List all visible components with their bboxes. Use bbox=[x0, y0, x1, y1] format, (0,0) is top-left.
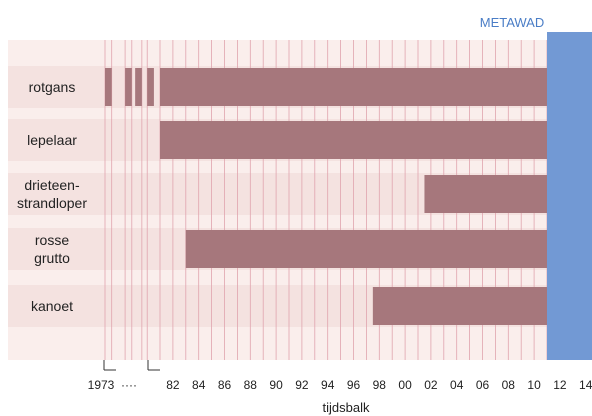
bar bbox=[372, 287, 547, 325]
bar-segment bbox=[105, 68, 112, 106]
x-tick-label: 08 bbox=[502, 378, 516, 392]
bar-segment bbox=[125, 68, 132, 106]
metawad-band bbox=[547, 32, 592, 360]
x-tick-label: 94 bbox=[321, 378, 335, 392]
x-tick-label: 98 bbox=[373, 378, 387, 392]
category-label: strandloper bbox=[17, 195, 87, 211]
x-tick-label: 14 bbox=[579, 378, 592, 392]
bar bbox=[424, 175, 547, 213]
x-tick-label: 06 bbox=[476, 378, 490, 392]
category-label: kanoet bbox=[31, 298, 73, 314]
x-tick-label: ···· bbox=[121, 378, 137, 392]
bar bbox=[160, 68, 547, 106]
category-label: grutto bbox=[34, 250, 70, 266]
x-tick-label: 10 bbox=[527, 378, 541, 392]
x-tick-label: 84 bbox=[192, 378, 206, 392]
category-label: rosse bbox=[35, 232, 69, 248]
x-tick-label: 96 bbox=[347, 378, 361, 392]
x-tick-label: 82 bbox=[166, 378, 180, 392]
bar bbox=[185, 230, 548, 268]
x-tick-label: 1973 bbox=[88, 378, 115, 392]
x-tick-label: 88 bbox=[244, 378, 258, 392]
category-label: rotgans bbox=[29, 79, 76, 95]
x-tick-label: 90 bbox=[269, 378, 283, 392]
bar-segment bbox=[147, 68, 154, 106]
bar bbox=[160, 121, 547, 159]
bar-segment bbox=[135, 68, 142, 106]
metawad-label: METAWAD bbox=[480, 15, 545, 30]
category-label: lepelaar bbox=[27, 132, 77, 148]
category-label: drieteen- bbox=[24, 177, 80, 193]
x-tick-label: 00 bbox=[398, 378, 412, 392]
x-tick-label: 92 bbox=[295, 378, 309, 392]
x-axis-title: tijdsbalk bbox=[323, 400, 370, 415]
x-tick-label: 86 bbox=[218, 378, 232, 392]
x-tick-label: 04 bbox=[450, 378, 464, 392]
x-tick-label: 12 bbox=[553, 378, 567, 392]
x-tick-label: 02 bbox=[424, 378, 438, 392]
